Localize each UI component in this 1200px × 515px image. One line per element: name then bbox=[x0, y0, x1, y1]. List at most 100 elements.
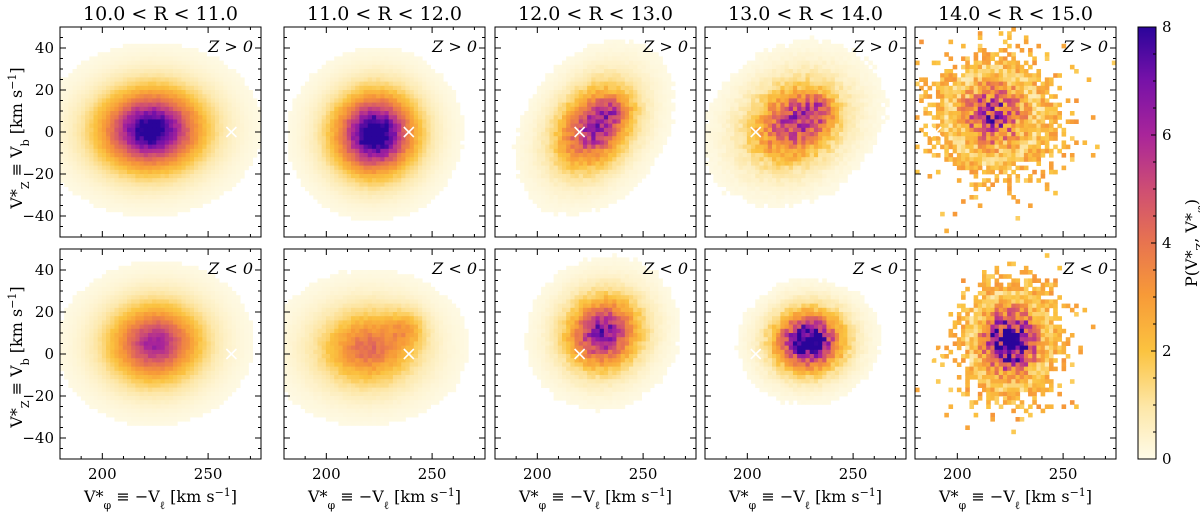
heatmap-cell bbox=[198, 404, 203, 409]
heatmap-cell bbox=[143, 144, 149, 150]
heatmap-cell bbox=[110, 165, 115, 171]
heatmap-cell bbox=[376, 94, 381, 99]
heatmap-cell bbox=[397, 190, 402, 196]
heatmap-cell bbox=[181, 207, 187, 213]
heatmap-cell bbox=[106, 383, 111, 388]
heatmap-cell bbox=[338, 123, 344, 129]
heatmap-cell bbox=[202, 85, 207, 91]
heatmap-cell bbox=[198, 291, 203, 296]
heatmap-cell bbox=[202, 94, 207, 99]
heatmap-cell bbox=[231, 337, 237, 342]
heatmap-cell bbox=[367, 81, 373, 87]
heatmap-cell bbox=[106, 366, 111, 372]
heatmap-cell bbox=[309, 106, 314, 112]
heatmap-cell bbox=[359, 52, 364, 57]
heatmap-cell bbox=[64, 132, 69, 137]
heatmap-cell bbox=[296, 148, 302, 154]
heatmap-cell bbox=[185, 60, 191, 66]
heatmap-cell bbox=[89, 307, 94, 313]
heatmap-cell bbox=[156, 69, 161, 74]
heatmap-cell bbox=[380, 144, 385, 150]
heatmap-cell bbox=[118, 161, 124, 166]
heatmap-cell bbox=[93, 341, 99, 346]
heatmap-cell bbox=[198, 379, 203, 384]
heatmap-cell bbox=[313, 354, 318, 359]
heatmap-cell bbox=[64, 106, 69, 112]
heatmap-cell bbox=[206, 291, 212, 296]
heatmap-cell bbox=[330, 148, 335, 154]
heatmap-cell bbox=[371, 211, 377, 217]
heatmap-cell bbox=[309, 354, 314, 359]
heatmap-cell bbox=[85, 69, 90, 74]
heatmap-cell bbox=[72, 127, 78, 133]
heatmap-cell bbox=[359, 186, 364, 192]
heatmap-cell bbox=[156, 157, 161, 162]
heatmap-cell bbox=[160, 421, 166, 426]
heatmap-cell bbox=[367, 73, 373, 78]
heatmap-cell bbox=[110, 316, 115, 321]
heatmap-cell bbox=[168, 341, 174, 346]
heatmap-cell bbox=[194, 136, 199, 141]
heatmap-cell bbox=[359, 115, 364, 120]
heatmap-cell bbox=[127, 341, 132, 346]
heatmap-cell bbox=[139, 333, 145, 338]
heatmap-cell bbox=[143, 69, 149, 74]
heatmap-cell bbox=[317, 387, 323, 393]
heatmap-cell bbox=[380, 85, 385, 91]
heatmap-cell bbox=[342, 123, 348, 129]
heatmap-cell bbox=[401, 81, 406, 87]
heatmap-cell bbox=[64, 169, 69, 175]
heatmap-cell bbox=[202, 404, 207, 409]
heatmap-cell bbox=[122, 320, 128, 325]
heatmap-cell bbox=[434, 161, 440, 166]
heatmap-cell bbox=[127, 396, 132, 401]
heatmap-cell bbox=[143, 195, 149, 200]
heatmap-cell bbox=[401, 132, 406, 137]
heatmap-cell bbox=[101, 140, 107, 145]
heatmap-cell bbox=[309, 127, 314, 133]
heatmap-cell bbox=[284, 387, 289, 393]
heatmap-cell bbox=[422, 106, 427, 112]
heatmap-cell bbox=[206, 358, 212, 363]
heatmap-cell bbox=[147, 195, 153, 200]
heatmap-cell bbox=[342, 178, 348, 183]
heatmap-cell bbox=[122, 174, 128, 179]
heatmap-cell bbox=[64, 153, 69, 158]
heatmap-cell bbox=[93, 102, 99, 108]
heatmap-cell bbox=[60, 106, 65, 112]
heatmap-cell bbox=[367, 169, 373, 175]
heatmap-cell bbox=[219, 174, 224, 179]
heatmap-cell bbox=[143, 291, 149, 296]
heatmap-cell bbox=[346, 211, 352, 217]
heatmap-cell bbox=[131, 207, 136, 213]
heatmap-cell bbox=[380, 153, 385, 158]
heatmap-cell bbox=[156, 417, 161, 422]
heatmap-cell bbox=[214, 186, 220, 192]
heatmap-cell bbox=[351, 119, 356, 124]
heatmap-cell bbox=[189, 333, 195, 338]
heatmap-cell bbox=[248, 98, 254, 103]
heatmap-cell bbox=[156, 127, 161, 133]
heatmap-cell bbox=[181, 358, 187, 363]
heatmap-cell bbox=[231, 299, 237, 304]
heatmap-cell bbox=[309, 320, 314, 325]
heatmap-cell bbox=[177, 186, 182, 192]
heatmap-cell bbox=[313, 320, 318, 325]
heatmap-cell bbox=[223, 354, 228, 359]
heatmap-cell bbox=[189, 52, 195, 57]
heatmap-cell bbox=[127, 60, 132, 66]
heatmap-cell bbox=[106, 412, 111, 418]
heatmap-cell bbox=[210, 286, 216, 292]
heatmap-cell bbox=[227, 337, 233, 342]
heatmap-cell bbox=[147, 69, 153, 74]
heatmap-cell bbox=[380, 140, 385, 145]
heatmap-cell bbox=[438, 102, 444, 108]
heatmap-cell bbox=[206, 148, 212, 154]
heatmap-cell bbox=[122, 324, 128, 330]
heatmap-cell bbox=[110, 270, 115, 275]
heatmap-cell bbox=[147, 358, 153, 363]
heatmap-cell bbox=[384, 169, 390, 175]
heatmap-cell bbox=[206, 400, 212, 405]
heatmap-cell bbox=[214, 94, 220, 99]
heatmap-cell bbox=[219, 182, 224, 187]
